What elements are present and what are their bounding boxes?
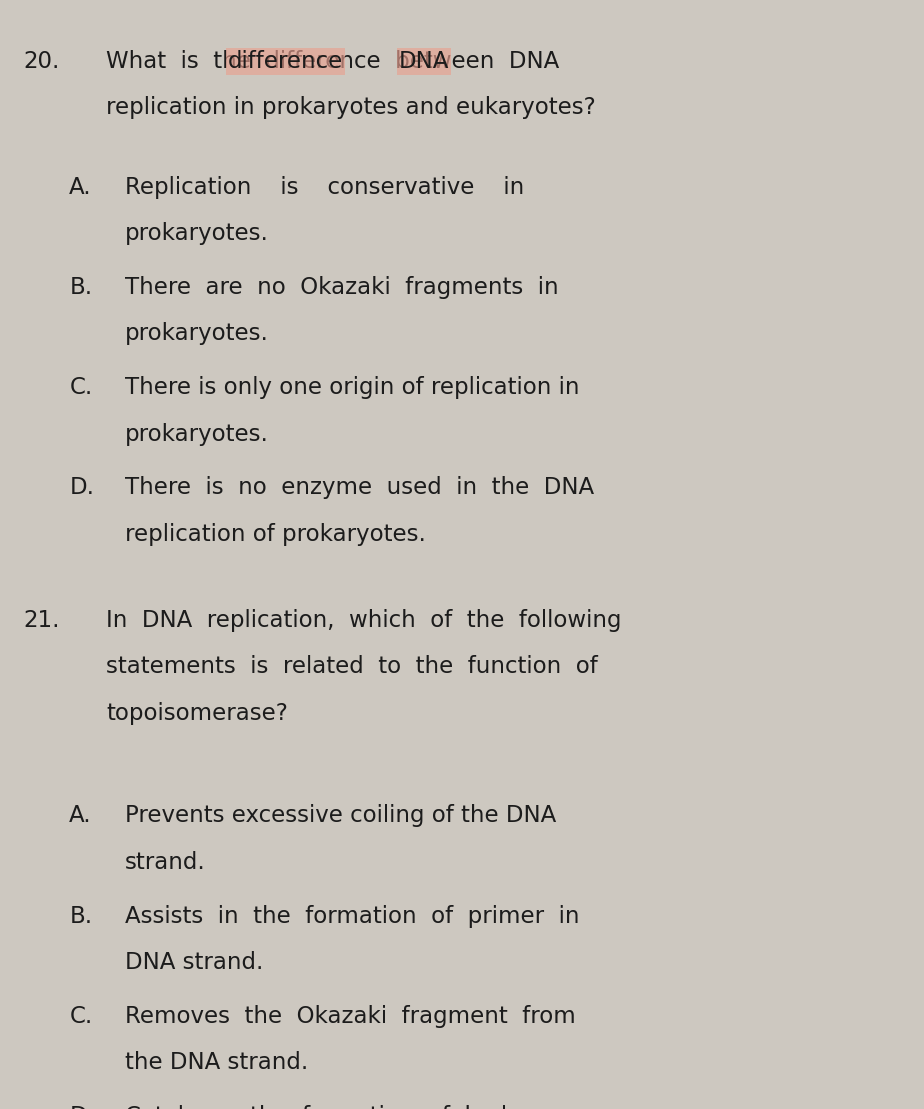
Text: 21.: 21. [23, 609, 60, 632]
Text: 20.: 20. [23, 50, 59, 73]
Text: A.: A. [69, 175, 91, 199]
Text: Removes  the  Okazaki  fragment  from: Removes the Okazaki fragment from [125, 1005, 576, 1028]
Text: replication in prokaryotes and eukaryotes?: replication in prokaryotes and eukaryote… [106, 96, 596, 120]
Text: prokaryotes.: prokaryotes. [125, 423, 269, 446]
Text: Catalyzes  the  formation  of  hydrogen: Catalyzes the formation of hydrogen [125, 1105, 573, 1109]
Text: DNA: DNA [399, 50, 449, 73]
Text: topoisomerase?: topoisomerase? [106, 702, 288, 725]
Text: There is only one origin of replication in: There is only one origin of replication … [125, 376, 579, 399]
Text: difference: difference [228, 50, 344, 73]
Text: D.: D. [69, 1105, 94, 1109]
Text: Prevents excessive coiling of the DNA: Prevents excessive coiling of the DNA [125, 804, 556, 827]
Text: There  are  no  Okazaki  fragments  in: There are no Okazaki fragments in [125, 276, 558, 298]
Text: A.: A. [69, 804, 91, 827]
Text: replication of prokaryotes.: replication of prokaryotes. [125, 522, 426, 546]
Text: statements  is  related  to  the  function  of: statements is related to the function of [106, 655, 598, 679]
Text: B.: B. [69, 276, 92, 298]
Text: Assists  in  the  formation  of  primer  in: Assists in the formation of primer in [125, 905, 579, 927]
Text: There  is  no  enzyme  used  in  the  DNA: There is no enzyme used in the DNA [125, 476, 594, 499]
Text: B.: B. [69, 905, 92, 927]
Text: C.: C. [69, 1005, 92, 1028]
Text: What  is  the  difference  between  DNA: What is the difference between DNA [106, 50, 560, 73]
Text: Replication    is    conservative    in: Replication is conservative in [125, 175, 524, 199]
Text: C.: C. [69, 376, 92, 399]
Text: prokaryotes.: prokaryotes. [125, 323, 269, 345]
Text: D.: D. [69, 476, 94, 499]
Text: the DNA strand.: the DNA strand. [125, 1051, 308, 1075]
Text: strand.: strand. [125, 851, 205, 874]
Text: prokaryotes.: prokaryotes. [125, 222, 269, 245]
Text: DNA strand.: DNA strand. [125, 952, 263, 974]
Text: In  DNA  replication,  which  of  the  following: In DNA replication, which of the followi… [106, 609, 622, 632]
